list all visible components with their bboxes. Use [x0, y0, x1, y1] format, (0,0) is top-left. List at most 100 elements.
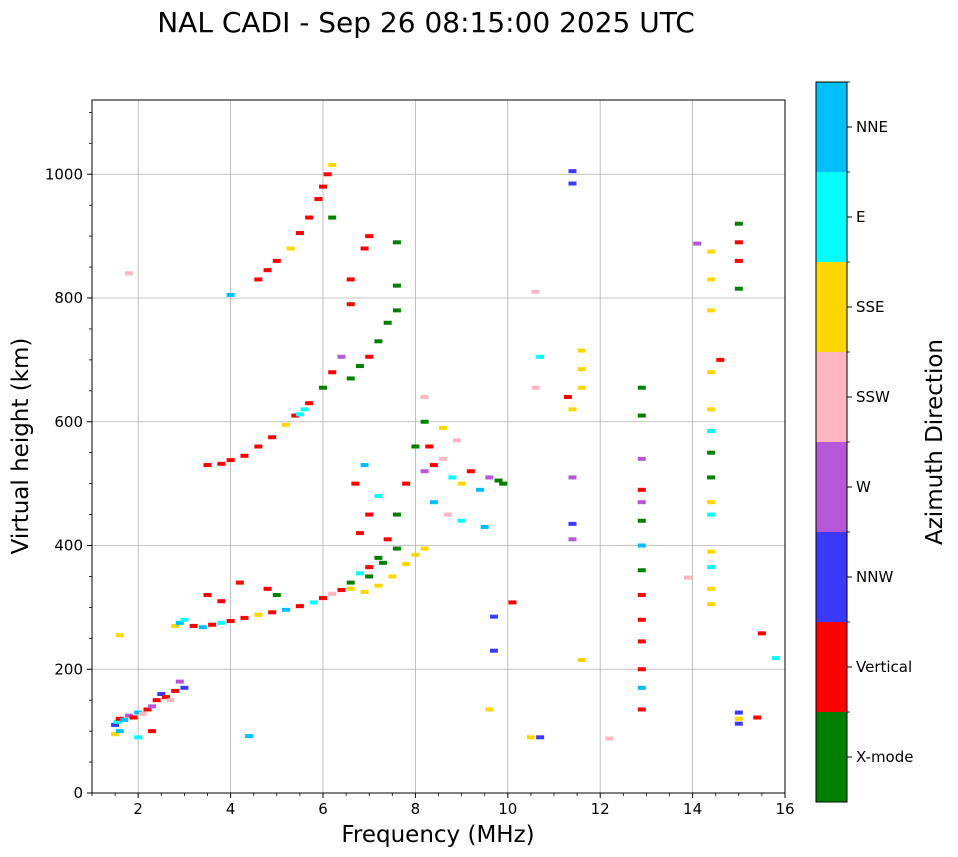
echo-point	[328, 215, 337, 220]
echo-point	[494, 478, 503, 483]
echo-point	[420, 419, 429, 424]
echo-point	[707, 277, 716, 282]
echo-point	[268, 435, 277, 440]
echo-point	[295, 604, 304, 609]
echo-point	[485, 707, 494, 712]
echo-point	[392, 240, 401, 245]
echo-point	[563, 395, 572, 399]
echo-point	[411, 444, 420, 449]
echo-point	[379, 560, 388, 565]
y-tick-label: 600	[54, 413, 83, 431]
echo-point	[180, 617, 189, 622]
echo-point	[115, 729, 124, 734]
echo-point	[235, 580, 244, 585]
echo-point	[305, 401, 314, 406]
echo-point	[360, 463, 369, 468]
echo-point	[383, 537, 392, 542]
echo-point	[268, 610, 277, 615]
echo-point	[402, 562, 411, 567]
echo-point	[457, 518, 466, 523]
echo-point	[707, 512, 716, 517]
echo-point	[263, 586, 272, 591]
echo-point	[120, 717, 129, 722]
echo-point	[568, 407, 577, 412]
echo-point	[374, 555, 383, 560]
echo-point	[254, 444, 263, 449]
echo-point	[263, 268, 272, 273]
echo-point	[439, 425, 448, 430]
echo-point	[319, 184, 327, 189]
echo-point	[605, 736, 614, 741]
echo-point	[111, 732, 120, 737]
echo-point	[637, 500, 646, 505]
colorbar-segment	[816, 172, 847, 262]
echo-point	[577, 348, 586, 353]
y-tick-label: 200	[54, 660, 83, 678]
x-axis-label: Frequency (MHz)	[341, 822, 534, 848]
echo-point	[217, 599, 226, 604]
echo-point	[707, 565, 716, 570]
echo-point	[707, 308, 716, 313]
y-axis-label: Virtual height (km)	[8, 338, 34, 555]
echo-point	[531, 385, 540, 390]
echo-point	[309, 600, 318, 605]
echo-point	[189, 623, 198, 628]
echo-point	[217, 620, 226, 625]
echo-point	[360, 246, 369, 251]
echo-point	[452, 438, 461, 443]
colorbar-tick-label: SSE	[856, 298, 885, 316]
echo-point	[411, 552, 420, 557]
echo-point	[305, 215, 314, 220]
echo-point	[448, 475, 457, 480]
grid-lines	[92, 100, 785, 793]
echo-point	[707, 429, 716, 434]
echo-point	[124, 271, 133, 276]
echo-point	[282, 422, 291, 427]
echo-point	[157, 692, 166, 696]
echo-point	[351, 481, 360, 486]
echo-point	[328, 591, 337, 596]
echo-point	[365, 512, 374, 517]
echo-point	[536, 354, 545, 359]
echo-point	[707, 370, 716, 375]
echo-point	[734, 710, 743, 715]
echo-point	[134, 735, 143, 740]
y-tick-label: 0	[73, 784, 83, 802]
echo-point	[485, 475, 494, 480]
colorbar-label: Azimuth Direction	[922, 339, 948, 545]
echo-point	[346, 277, 355, 282]
echo-point	[374, 583, 383, 588]
echo-point	[240, 615, 249, 620]
echo-point	[439, 456, 448, 461]
y-tick-label: 800	[54, 289, 83, 307]
colorbar-tick-label: SSW	[856, 388, 890, 406]
echo-point	[480, 524, 489, 529]
echo-point	[734, 221, 743, 226]
echo-point	[346, 302, 355, 307]
echo-point	[707, 407, 716, 412]
echo-point	[355, 531, 364, 536]
echo-point	[429, 463, 438, 468]
echo-point	[568, 181, 577, 186]
x-tick-label: 2	[133, 800, 143, 818]
colorbar-segment	[816, 262, 847, 352]
echo-point	[337, 354, 346, 359]
echo-point	[203, 463, 212, 468]
x-tick-label: 10	[498, 800, 517, 818]
echo-point	[295, 231, 304, 236]
echo-point	[568, 169, 577, 174]
echo-point	[295, 412, 304, 417]
echo-point	[360, 589, 369, 594]
echo-point	[637, 385, 646, 390]
echo-point	[365, 565, 374, 570]
echo-point	[314, 197, 323, 201]
echo-point	[707, 500, 716, 505]
echo-point	[577, 367, 586, 372]
echo-point	[337, 588, 346, 593]
colorbar-segment	[816, 712, 847, 802]
plot-frame	[91, 99, 786, 794]
echo-point	[489, 648, 498, 653]
echo-point	[707, 475, 716, 480]
echo-point	[203, 593, 212, 597]
